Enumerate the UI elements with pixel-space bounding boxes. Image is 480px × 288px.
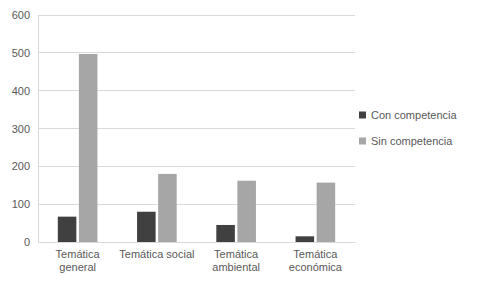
- bar: [317, 183, 336, 242]
- grid-line: [38, 52, 355, 53]
- legend: Con competencia Sin competencia: [359, 109, 457, 147]
- x-tick: Temáticaambiental: [212, 242, 260, 273]
- chart: 0100200300400500600TemáticageneralTemáti…: [0, 0, 480, 288]
- legend-item: Sin competencia: [359, 135, 453, 147]
- y-tick: 100: [12, 198, 38, 210]
- y-axis-line: [38, 16, 39, 243]
- y-tick-label: 500: [12, 47, 30, 59]
- legend-label: Con competencia: [371, 109, 457, 121]
- bars: [58, 54, 335, 242]
- x-tick-label: Temáticageneral: [56, 248, 101, 273]
- bar: [158, 174, 177, 242]
- x-axis-line: [39, 242, 356, 243]
- legend-label: Sin competencia: [371, 135, 453, 147]
- bar: [237, 181, 256, 242]
- y-tick: 400: [12, 85, 38, 97]
- x-tick-label: Temáticaambiental: [212, 248, 260, 273]
- bar: [296, 236, 315, 242]
- y-tick: 0: [24, 236, 38, 248]
- y-tick: 600: [12, 9, 38, 21]
- legend-swatch: [359, 112, 366, 119]
- x-tick-label: Temática social: [119, 248, 194, 260]
- y-tick-label: 600: [12, 9, 30, 21]
- y-tick: 500: [12, 47, 38, 59]
- plot: 0100200300400500600TemáticageneralTemáti…: [12, 9, 356, 273]
- y-axis: 0 100 200 300 400 500 600: [12, 9, 39, 248]
- x-tick: Temáticageneral: [56, 242, 101, 273]
- legend-item: Con competencia: [359, 109, 457, 121]
- y-tick-label: 200: [12, 160, 30, 172]
- grid-line: [38, 15, 355, 16]
- x-tick: Temáticaeconómica: [289, 242, 343, 273]
- y-tick-label: 400: [12, 85, 30, 97]
- y-tick: 300: [12, 123, 38, 135]
- bar: [137, 212, 156, 242]
- bar: [79, 54, 98, 242]
- y-tick-label: 100: [12, 198, 30, 210]
- x-tick: Temática social: [119, 242, 194, 260]
- x-tick-label: Temáticaeconómica: [289, 248, 343, 273]
- y-tick: 200: [12, 160, 38, 172]
- y-tick-label: 300: [12, 123, 30, 135]
- legend-swatch: [359, 138, 366, 145]
- bar: [58, 217, 77, 242]
- x-axis: Temáticageneral Temática social Temáticaam…: [39, 242, 356, 273]
- series: [79, 54, 335, 242]
- grid: [38, 15, 355, 242]
- y-tick-label: 0: [24, 236, 30, 248]
- bar: [216, 225, 235, 242]
